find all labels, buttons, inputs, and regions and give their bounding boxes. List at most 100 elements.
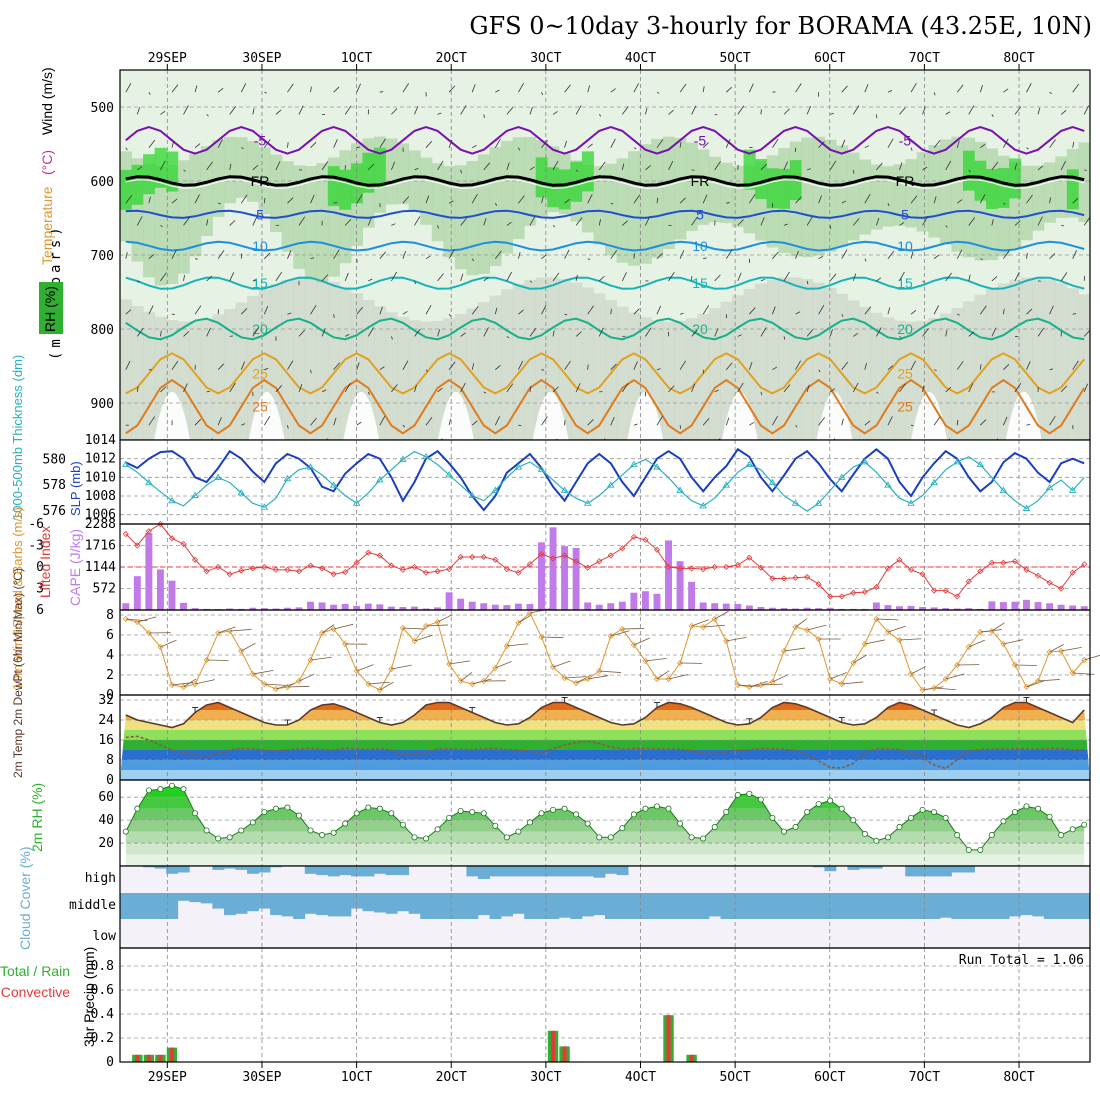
cloud-layer-label: low (93, 929, 117, 944)
wind-barb (841, 85, 848, 93)
wind-barb (691, 619, 709, 627)
wind-barb (460, 169, 462, 174)
cloud-bar-middle (1020, 893, 1033, 916)
wind-barb (887, 625, 906, 633)
wind-barb (702, 142, 709, 148)
rh-point (815, 801, 822, 808)
rh-point (1046, 813, 1053, 820)
wind-barb (795, 311, 801, 315)
isotherm-25 (125, 352, 1085, 395)
rh-point (861, 830, 868, 837)
cloud-bar-high (223, 866, 236, 869)
thickness-point (191, 491, 199, 499)
wind-barb (622, 220, 628, 226)
cloud-bar-middle (870, 893, 883, 919)
rh-point (653, 803, 660, 810)
wind-barb (1072, 83, 1079, 93)
cloud-bar-middle (662, 893, 675, 919)
cloud-bar-middle (293, 893, 306, 919)
wind-ytick: 8 (106, 608, 114, 623)
cloud-bar-high (616, 866, 629, 876)
cape-bar (411, 606, 418, 610)
li-line (125, 523, 1085, 598)
rh-point (388, 810, 395, 817)
thickness-point (514, 463, 523, 470)
rh-point (284, 804, 291, 811)
temp-unit-label: (°C) (39, 150, 55, 175)
li-point (307, 562, 314, 569)
wind-barb (1002, 308, 1005, 315)
wind-barb (321, 328, 326, 337)
wind-barb (587, 364, 589, 370)
wind-barb (1003, 639, 1024, 645)
bottom-day-label: 30SEP (242, 1070, 281, 1085)
wind-barb (968, 169, 971, 173)
li-point (319, 565, 326, 572)
rh-field-cell (835, 145, 848, 247)
rh-field-cell (143, 154, 156, 195)
wind-barb (552, 660, 571, 668)
rh-field-cell (974, 141, 987, 261)
cloud-bar-middle (408, 893, 421, 914)
wind-barb (460, 332, 466, 337)
wind-barb (367, 391, 370, 395)
wind-barb (610, 250, 618, 259)
wind-barb (356, 664, 374, 672)
li-point (596, 558, 603, 565)
wind-barb (183, 275, 185, 281)
wind-barb (1026, 147, 1029, 150)
li-point (688, 565, 695, 572)
rh-field-cell (986, 169, 999, 210)
wind-barb (610, 363, 617, 370)
rh-field-cell (605, 300, 618, 440)
wind-barb (991, 327, 997, 337)
wind-barb (264, 683, 287, 686)
wind-barb (841, 249, 848, 259)
li-point (480, 553, 487, 561)
li-point (988, 559, 995, 566)
wind-ytick: 4 (106, 648, 114, 663)
wind-barb (934, 687, 956, 691)
li-point (919, 571, 926, 578)
wind-barb (529, 280, 533, 283)
rh-point (307, 827, 314, 834)
rh-point (492, 822, 499, 829)
rh-field-cell (1055, 282, 1068, 440)
wind-speed-point (342, 640, 349, 648)
wind-barb (136, 327, 144, 337)
rh-point (480, 810, 487, 817)
wind-barb (460, 217, 467, 226)
cloud-bar-middle (489, 893, 502, 919)
wind-barb (887, 89, 893, 93)
thickness-point (237, 489, 246, 496)
wind-barb (1049, 197, 1052, 204)
wind-barb (310, 257, 315, 260)
wind-barb (875, 217, 880, 226)
precip-convective-bar (169, 1047, 175, 1062)
cloud-bar-high (812, 866, 825, 868)
rh-field-cell (778, 277, 791, 440)
wind-barb (668, 385, 675, 393)
wind-speed-point (261, 680, 268, 688)
rh-point (711, 824, 718, 831)
wind-barb (645, 216, 651, 226)
cape-bar (618, 601, 626, 610)
wind-barb (321, 624, 335, 634)
isotherm-label: 25 (897, 365, 913, 381)
wind-barb (402, 83, 409, 93)
cape-bar (387, 606, 395, 610)
rh-point (526, 819, 533, 826)
wind-barb (703, 624, 725, 628)
wind-speed-point (919, 686, 926, 694)
rh-field-cell (859, 307, 872, 440)
wind-barb (541, 196, 544, 204)
cloud-bar-high (905, 866, 918, 877)
cape-bar (942, 608, 950, 610)
wind-barb (968, 639, 985, 648)
wind-barb (183, 217, 190, 226)
li-point (931, 587, 938, 594)
wind-barb (760, 163, 767, 171)
cloud-bar-middle (223, 893, 236, 916)
wind-barb (656, 252, 663, 259)
cape-bar (988, 601, 996, 610)
